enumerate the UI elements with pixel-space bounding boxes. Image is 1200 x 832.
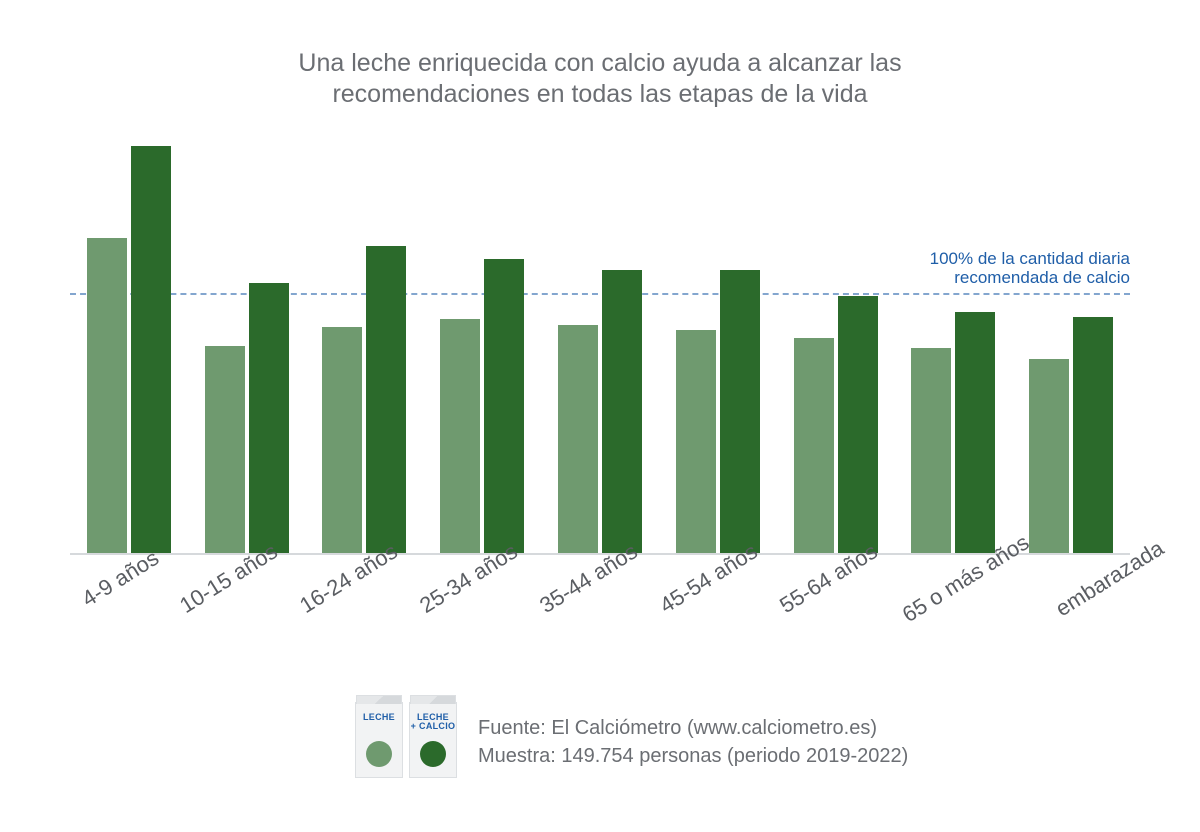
bar-leche [87, 238, 127, 553]
bar-leche_calcio [1073, 317, 1113, 553]
legend-swatch-icon [366, 741, 392, 767]
footer-text: Fuente: El Calciómetro (www.calciometro.… [478, 714, 908, 770]
legend-carton: LECHE+ CALCIO [409, 702, 457, 778]
bar-group [894, 133, 1012, 553]
chart-title: Una leche enriquecida con calcio ayuda a… [0, 48, 1200, 111]
bar-leche_calcio [366, 246, 406, 553]
bar-leche_calcio [955, 312, 995, 554]
bar-group [1012, 133, 1130, 553]
bar-group [306, 133, 424, 553]
bar-group [777, 133, 895, 553]
legend-carton-label: LECHE+ CALCIO [411, 713, 456, 735]
bar-leche [794, 338, 834, 553]
legend-swatch-icon [420, 741, 446, 767]
bar-leche_calcio [484, 259, 524, 553]
chart-title-line1: Una leche enriquecida con calcio ayuda a… [298, 49, 901, 77]
legend: LECHE LECHE+ CALCIO [355, 702, 457, 778]
bar-group [423, 133, 541, 553]
bar-leche_calcio [838, 296, 878, 553]
chart-title-line2: recomendaciones en todas las etapas de l… [332, 80, 867, 108]
bar-group [659, 133, 777, 553]
bar-leche [558, 325, 598, 553]
bar-leche_calcio [249, 283, 289, 553]
footer-source: Fuente: El Calciómetro (www.calciometro.… [478, 714, 908, 742]
bar-leche_calcio [602, 270, 642, 554]
bar-leche [440, 319, 480, 553]
x-axis-labels: 4-9 años10-15 años16-24 años25-34 años35… [70, 565, 1130, 665]
chart-plot-area: 100% de la cantidad diaria recomendada d… [70, 135, 1130, 555]
bar-leche [676, 330, 716, 553]
bar-leche [205, 346, 245, 553]
bar-group [541, 133, 659, 553]
bar-group [188, 133, 306, 553]
bar-leche_calcio [720, 270, 760, 554]
bar-groups [70, 133, 1130, 553]
bar-leche [911, 348, 951, 553]
legend-carton: LECHE [355, 702, 403, 778]
bar-leche [1029, 359, 1069, 553]
footer-sample: Muestra: 149.754 personas (periodo 2019-… [478, 742, 908, 770]
bar-leche_calcio [131, 146, 171, 553]
bar-leche [322, 327, 362, 553]
bar-group [70, 133, 188, 553]
legend-carton-label: LECHE [363, 713, 395, 735]
